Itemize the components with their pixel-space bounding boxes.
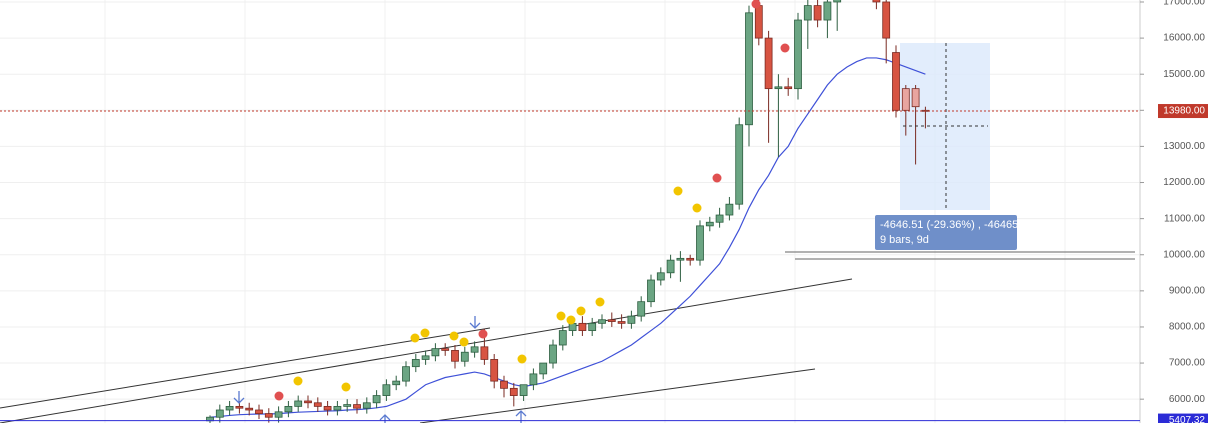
candle-body bbox=[784, 86, 793, 90]
candle-body bbox=[666, 259, 675, 274]
candle-body bbox=[774, 86, 783, 90]
moving-average bbox=[209, 57, 926, 418]
candle-body bbox=[882, 1, 891, 39]
candle-body bbox=[647, 279, 655, 303]
candle-body bbox=[490, 359, 499, 382]
candle-body bbox=[803, 5, 812, 21]
candle-body bbox=[255, 409, 263, 415]
measure-label: 9 bars, 9d bbox=[880, 234, 929, 246]
y-tick-label: 16000.00 bbox=[1163, 33, 1205, 44]
candle-body bbox=[304, 400, 312, 404]
signal-dots bbox=[274, 0, 790, 401]
candle-body bbox=[411, 359, 420, 368]
candle-body bbox=[892, 52, 900, 111]
candle-body bbox=[637, 301, 646, 317]
candle-body bbox=[656, 272, 665, 281]
candle-body bbox=[431, 348, 440, 357]
candle-body bbox=[539, 362, 548, 375]
candle-body bbox=[245, 407, 254, 411]
price-label: 5407.32 bbox=[1169, 415, 1206, 423]
plot bbox=[206, 0, 930, 423]
candle-body bbox=[529, 373, 538, 386]
candle-body bbox=[598, 319, 606, 324]
candle-body bbox=[715, 214, 724, 223]
candle-body bbox=[333, 405, 342, 411]
candle-body bbox=[911, 88, 920, 108]
candle-body bbox=[872, 0, 881, 3]
candle-body bbox=[313, 402, 322, 407]
candle-body bbox=[451, 350, 459, 362]
candle-body bbox=[686, 257, 695, 261]
measure-label-box bbox=[875, 215, 1017, 250]
candle-body bbox=[392, 380, 401, 386]
candle-body bbox=[480, 346, 489, 360]
y-tick-label: 10000.00 bbox=[1163, 249, 1205, 260]
candle-body bbox=[627, 315, 636, 324]
candle-body bbox=[676, 257, 685, 261]
y-tick-label: 12000.00 bbox=[1163, 177, 1205, 188]
candle-body bbox=[794, 19, 802, 90]
candle-body bbox=[294, 400, 303, 407]
candle-body bbox=[323, 405, 332, 411]
candle-body bbox=[754, 5, 763, 39]
candle-body bbox=[745, 12, 753, 126]
candle-body bbox=[568, 322, 577, 331]
candle-body bbox=[735, 124, 744, 205]
y-tick-label: 7000.00 bbox=[1169, 358, 1206, 369]
candle-body bbox=[284, 405, 293, 413]
candle-body bbox=[823, 1, 832, 21]
candle-body bbox=[578, 322, 587, 331]
candle-body bbox=[519, 384, 528, 396]
candle-body bbox=[558, 330, 567, 346]
candle-body bbox=[402, 366, 410, 382]
candle-body bbox=[696, 225, 704, 261]
vertical-grid bbox=[104, 0, 1066, 423]
candle-body bbox=[441, 348, 450, 351]
candle-body bbox=[813, 5, 822, 21]
candle-body bbox=[264, 413, 273, 418]
y-tick-label: 11000.00 bbox=[1164, 213, 1205, 224]
candle-body bbox=[274, 411, 283, 418]
measure-label: -4646.51 (-29.36%) , -464651 bbox=[880, 219, 1024, 231]
candle-body bbox=[235, 405, 244, 409]
candle-body bbox=[382, 384, 391, 396]
candle-body bbox=[460, 351, 469, 362]
candle-body bbox=[215, 409, 224, 418]
y-tick-label: 8000.00 bbox=[1169, 322, 1206, 333]
candle-body bbox=[225, 405, 234, 411]
candle-body bbox=[833, 0, 842, 3]
candle-body bbox=[901, 88, 910, 111]
candle-body bbox=[549, 344, 557, 364]
price-label-box bbox=[1158, 413, 1208, 423]
y-tick-label: 13000.00 bbox=[1163, 141, 1205, 152]
measure-arrows bbox=[903, 43, 988, 208]
candle-body bbox=[353, 404, 361, 409]
price-label: 13980.00 bbox=[1163, 106, 1205, 117]
candle-body bbox=[343, 404, 352, 407]
candle-body bbox=[725, 203, 734, 216]
y-tick-label: 6000.00 bbox=[1169, 394, 1206, 405]
candle-body bbox=[372, 395, 381, 404]
price-label-box bbox=[1158, 104, 1208, 119]
candle-body bbox=[470, 346, 479, 353]
candle-body bbox=[509, 387, 518, 396]
candle-body bbox=[705, 221, 714, 227]
candle-body bbox=[764, 37, 773, 90]
candle-body bbox=[607, 319, 616, 322]
y-tick-label: 9000.00 bbox=[1169, 285, 1206, 296]
y-tick-label: 17000.00 bbox=[1163, 0, 1205, 8]
candle-body bbox=[588, 322, 597, 331]
candle-body bbox=[500, 380, 508, 389]
candle-body bbox=[617, 321, 626, 324]
y-tick-label: 15000.00 bbox=[1163, 69, 1205, 80]
candle-body bbox=[362, 402, 371, 409]
candle-body bbox=[421, 355, 430, 360]
